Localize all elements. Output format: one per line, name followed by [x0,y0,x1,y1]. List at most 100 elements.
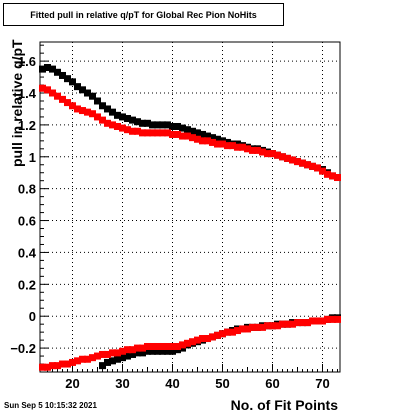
data-marker-series-1 [74,83,81,91]
data-marker-series-1 [109,108,116,116]
data-marker-series-1 [79,86,86,94]
data-marker-series-1 [184,126,191,134]
data-marker-series-4 [124,346,131,354]
data-marker-series-2 [119,354,126,362]
data-marker-series-3 [69,102,76,110]
data-marker-series-3 [329,172,336,180]
y-tick-label: 1.6 [18,54,36,69]
data-marker-series-4 [284,320,291,328]
data-marker-series-3 [274,151,281,159]
data-marker-series-2 [99,362,106,370]
data-marker-series-3 [189,134,196,142]
data-marker-series-4 [69,358,76,366]
data-marker-series-1 [124,115,131,123]
data-marker-series-4 [319,317,326,325]
data-marker-series-1 [89,92,96,100]
data-marker-series-3 [174,130,181,138]
data-marker-series-1 [159,121,166,129]
data-marker-series-1 [144,119,151,127]
data-marker-series-3 [184,132,191,140]
data-marker-series-4 [214,331,221,339]
data-marker-series-3 [164,129,171,137]
data-marker-series-4 [249,323,256,331]
data-marker-series-2 [134,349,141,357]
x-tick-label: 60 [265,376,279,391]
data-marker-series-3 [239,143,246,151]
data-marker-series-4 [179,341,186,349]
data-marker-series-4 [219,330,226,338]
x-tick-label: 40 [165,376,179,391]
data-marker-series-4 [104,350,111,358]
y-tick-label: 1 [29,150,36,165]
data-marker-series-1 [114,111,121,119]
data-marker-series-4 [244,325,251,333]
data-marker-series-4 [164,342,171,350]
data-marker-series-4 [204,335,211,343]
data-marker-series-4 [274,322,281,330]
data-marker-series-4 [234,327,241,335]
data-marker-series-4 [129,346,136,354]
data-marker-series-3 [334,174,341,182]
data-marker-series-1 [154,121,161,129]
data-marker-series-4 [139,344,146,352]
y-tick-label: 0.8 [18,182,36,197]
data-marker-series-3 [134,127,141,135]
data-marker-series-2 [114,355,121,363]
data-marker-series-3 [39,84,46,92]
data-marker-series-3 [219,140,226,148]
data-marker-series-4 [294,319,301,327]
chart-title: Fitted pull in relative q/pT for Global … [3,3,284,26]
data-marker-series-4 [334,315,341,323]
y-axis-title: pull in relative q/pT [9,39,25,167]
data-marker-series-3 [119,124,126,132]
data-marker-series-1 [44,64,51,72]
data-marker-series-4 [174,342,181,350]
data-marker-series-3 [99,116,106,124]
data-marker-series-1 [64,75,71,83]
data-marker-series-3 [144,129,151,137]
data-marker-series-4 [269,322,276,330]
data-marker-series-4 [279,320,286,328]
data-marker-series-3 [294,158,301,166]
data-marker-series-3 [199,137,206,145]
y-tick-label: 0.6 [18,214,36,229]
y-tick-label: 0.2 [18,277,36,292]
data-marker-series-1 [214,135,221,143]
data-marker-series-4 [74,357,81,365]
data-marker-series-4 [39,363,46,371]
data-marker-series-1 [69,78,76,86]
data-marker-series-4 [309,317,316,325]
y-tick-label: 1.4 [18,86,37,101]
data-marker-series-3 [209,138,216,146]
data-marker-series-3 [244,145,251,153]
data-marker-series-3 [224,142,231,150]
plot-frame [39,41,341,373]
timestamp: Sun Sep 5 10:15:32 2021 [4,401,97,410]
data-marker-series-4 [194,336,201,344]
x-tick-label: 20 [65,376,79,391]
data-marker-series-3 [229,142,236,150]
data-marker-series-4 [209,333,216,341]
data-marker-series-3 [154,129,161,137]
data-marker-series-4 [299,319,306,327]
x-axis-title: No. of Fit Points [231,397,339,413]
data-marker-series-3 [264,150,271,158]
data-marker-series-3 [169,130,176,138]
data-marker-series-1 [99,102,106,110]
data-marker-series-2 [159,347,166,355]
data-marker-series-4 [149,342,156,350]
data-marker-series-1 [54,68,61,76]
data-marker-series-2 [144,347,151,355]
data-marker-series-1 [174,122,181,130]
data-marker-series-3 [74,105,81,113]
data-marker-series-4 [289,320,296,328]
y-tick-label: 0 [29,309,36,324]
data-marker-series-2 [139,349,146,357]
data-marker-series-3 [214,140,221,148]
data-marker-series-2 [164,347,171,355]
data-marker-series-3 [314,164,321,172]
data-marker-series-4 [144,342,151,350]
data-marker-series-1 [119,113,126,121]
tick-labels: 20 30 40 50 60 70 −0.2 0 0.2 0.4 0.6 0.8 1 1.2 1.4 1.6 [10,54,329,391]
